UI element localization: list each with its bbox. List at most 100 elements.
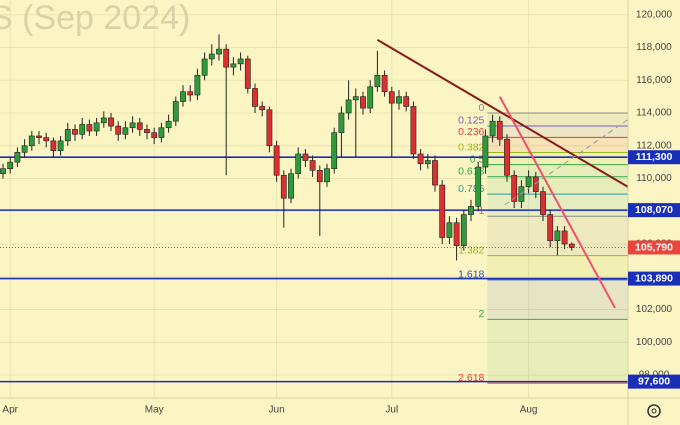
fib-label: 1.382 — [458, 244, 484, 256]
y-tick-label: 102,000 — [636, 304, 673, 315]
candle-body — [115, 125, 122, 135]
fib-label: 0.5 — [470, 153, 485, 165]
candle-body — [100, 117, 107, 124]
y-tick-label: 120,000 — [636, 9, 673, 20]
candle-body — [230, 63, 237, 68]
candle-body — [496, 120, 503, 140]
price-label-box — [628, 240, 680, 255]
fib-label: 1 — [479, 205, 485, 217]
fib-zone — [487, 164, 628, 177]
candle-body — [273, 145, 280, 176]
y-tick-label: 116,000 — [636, 75, 672, 86]
candle-body — [14, 152, 21, 163]
candle-body — [439, 184, 446, 238]
candle-body — [482, 135, 489, 168]
candle-body — [64, 129, 71, 142]
fib-label: 0.125 — [458, 115, 484, 127]
candle-body — [259, 106, 266, 111]
candle-body — [28, 135, 35, 147]
x-tick-label: Aug — [520, 405, 538, 416]
candle-body — [79, 124, 86, 135]
candle-body — [518, 186, 525, 202]
candle-body — [403, 96, 410, 107]
candle-body — [180, 91, 186, 102]
candle-body — [72, 129, 78, 135]
candle-body — [122, 127, 129, 135]
price-label-box — [628, 203, 680, 218]
candle-body — [295, 153, 302, 174]
candle-body — [216, 48, 222, 55]
candle-body — [331, 132, 338, 169]
fib-zone — [487, 176, 628, 195]
candle-body — [547, 214, 554, 242]
candle-body — [410, 106, 417, 155]
candle-body — [21, 145, 28, 153]
candle-body — [525, 176, 532, 188]
trendline — [376, 38, 629, 188]
fib-label: 0.236 — [458, 126, 484, 138]
candle-body — [208, 53, 215, 60]
candle-body — [252, 88, 258, 107]
candle-body — [194, 75, 201, 96]
candle-body — [475, 166, 482, 207]
candle-body — [540, 191, 546, 215]
candle-body — [187, 91, 194, 96]
candle-body — [165, 120, 172, 129]
settings-icon[interactable] — [647, 404, 661, 418]
y-tick-label: 112,000 — [636, 140, 672, 151]
price-label: 108,070 — [635, 204, 673, 216]
candle-body — [158, 127, 165, 138]
candle-body — [237, 58, 244, 65]
candle-body — [388, 91, 395, 104]
candle-body — [0, 168, 6, 174]
price-label: 111,300 — [636, 151, 673, 163]
fib-zone — [487, 194, 628, 217]
price-label: 103,890 — [635, 272, 673, 284]
fib-zone — [487, 152, 628, 165]
price-label-box — [628, 374, 680, 389]
candle-body — [453, 222, 460, 246]
price-label: 105,790 — [635, 241, 673, 253]
candle-body — [381, 75, 388, 93]
candle-body — [432, 160, 438, 186]
candle-body — [266, 109, 273, 147]
candle-body — [57, 140, 64, 151]
candle-body — [93, 122, 100, 132]
candle-body — [554, 230, 561, 242]
candle-body — [396, 96, 402, 104]
candle-body — [223, 48, 230, 68]
y-tick-label: 110,000 — [636, 173, 672, 184]
candle-body — [561, 230, 568, 245]
candle-body — [201, 58, 208, 76]
fib-label: 2 — [479, 308, 485, 320]
candle-body — [374, 75, 381, 88]
candle-body — [144, 129, 150, 133]
candle-body — [446, 222, 453, 238]
candle-body — [489, 120, 496, 137]
settings-icon-core[interactable] — [651, 408, 657, 414]
candle-body — [568, 243, 575, 248]
fib-zone — [487, 255, 628, 280]
candle-body — [280, 174, 287, 199]
candle-body — [288, 173, 294, 199]
candle-body — [50, 140, 57, 151]
candle-body — [316, 170, 323, 183]
price-label-box — [628, 271, 680, 286]
x-tick-label: Jul — [385, 405, 398, 416]
candle-body — [302, 153, 309, 161]
settings-button[interactable] — [647, 404, 661, 418]
fib-label: 1.618 — [458, 269, 484, 281]
price-label: 97,600 — [638, 375, 670, 387]
fib-zone — [487, 279, 628, 320]
fib-zone — [487, 125, 628, 138]
candle-body — [424, 160, 431, 165]
candle-body — [511, 174, 518, 202]
fib-label: 0.382 — [458, 141, 484, 153]
y-tick-label: 118,000 — [636, 42, 672, 53]
y-tick-label: 114,000 — [636, 108, 672, 119]
candle-body — [532, 176, 539, 192]
candle-body — [172, 101, 179, 122]
x-tick-label: Apr — [2, 405, 18, 416]
candle-body — [367, 86, 374, 109]
